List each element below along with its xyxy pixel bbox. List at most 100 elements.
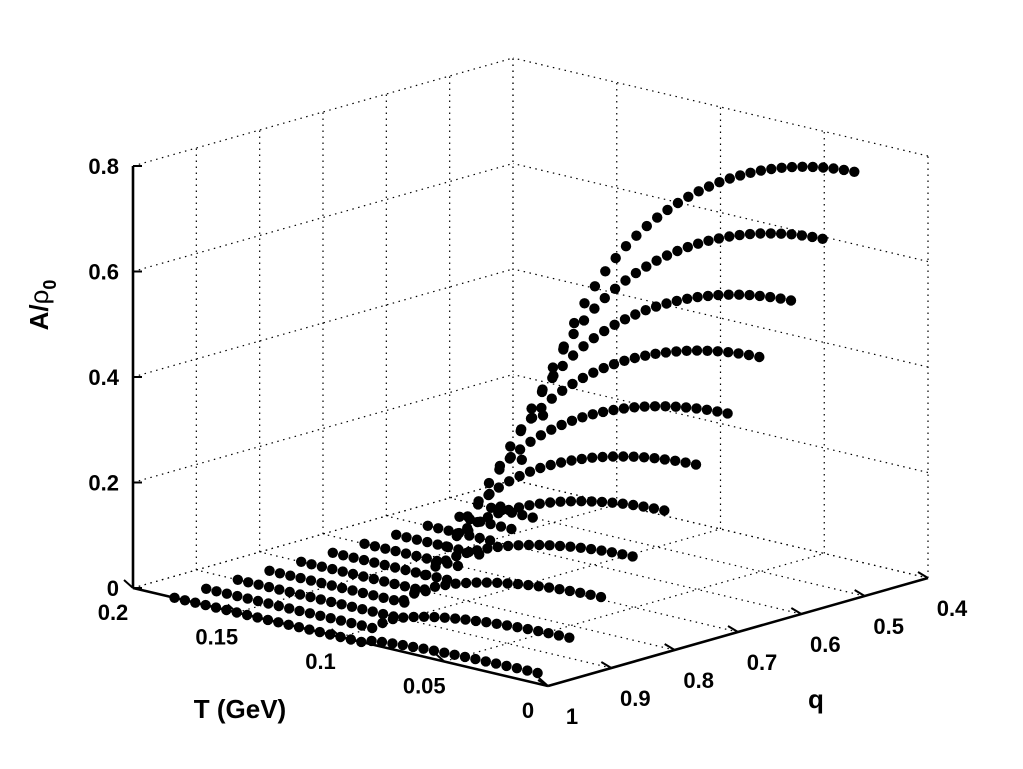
data-point: [722, 408, 733, 419]
data-point: [449, 649, 460, 660]
data-point: [564, 585, 575, 597]
data-point: [524, 466, 536, 477]
data-point: [367, 606, 378, 617]
data-point: [348, 552, 359, 563]
data-point: [409, 588, 420, 599]
data-point: [492, 577, 503, 588]
data-point: [397, 639, 408, 651]
data-point: [470, 615, 482, 627]
data-point: [755, 228, 766, 239]
data-point: [252, 595, 264, 607]
data-point: [575, 587, 586, 598]
data-point: [609, 283, 621, 294]
data-point: [306, 559, 317, 570]
data-point: [639, 401, 650, 412]
data-point: [514, 444, 526, 455]
data-point: [285, 570, 296, 581]
data-point: [828, 163, 839, 174]
data-point: [511, 663, 523, 674]
y-tick: [854, 589, 866, 597]
data-point: [754, 290, 765, 302]
data-point: [483, 477, 495, 489]
data-point: [587, 409, 598, 420]
data-point: [585, 543, 597, 555]
data-point: [671, 295, 682, 307]
data-point: [606, 547, 618, 558]
data-point: [410, 567, 421, 578]
wall-grid-line-z: [512, 268, 929, 368]
data-point: [578, 341, 589, 352]
data-point: [379, 559, 390, 571]
data-point: [543, 628, 554, 639]
data-point: [524, 500, 535, 511]
data-point: [304, 608, 316, 619]
data-point: [745, 167, 756, 178]
data-point: [618, 451, 629, 462]
data-point: [670, 401, 681, 412]
data-point: [369, 557, 380, 568]
data-point: [428, 645, 440, 656]
data-point: [418, 611, 430, 622]
data-point: [440, 579, 451, 591]
data-point: [682, 293, 693, 304]
data-point: [316, 577, 327, 589]
data-point: [652, 212, 663, 223]
data-point: [630, 267, 642, 279]
data-point: [536, 402, 547, 414]
data-point: [411, 550, 422, 562]
data-point: [589, 281, 601, 292]
data-point: [439, 647, 450, 658]
data-point: [471, 545, 483, 556]
data-point: [650, 348, 661, 359]
data-point: [535, 430, 547, 441]
data-point: [672, 197, 684, 209]
data-point: [567, 350, 579, 361]
data-point: [293, 622, 305, 633]
data-point: [369, 541, 381, 552]
data-point: [506, 523, 517, 535]
data-point: [481, 617, 492, 628]
y-tick: [600, 661, 612, 669]
data-point: [169, 592, 180, 603]
data-point: [723, 289, 734, 300]
data-point: [680, 457, 691, 468]
data-point: [526, 403, 537, 414]
y-tick: [537, 679, 549, 687]
data-point: [744, 289, 755, 301]
data-point: [567, 378, 578, 390]
data-point: [545, 497, 556, 508]
data-point: [472, 499, 484, 510]
data-point: [513, 540, 524, 551]
data-point: [598, 362, 609, 374]
data-point: [566, 415, 578, 426]
data-point: [713, 233, 725, 244]
data-point: [671, 346, 682, 357]
data-point: [483, 489, 494, 501]
data-point: [462, 511, 473, 522]
data-point: [545, 459, 556, 471]
x-tick-label: 0: [522, 698, 534, 723]
data-point: [338, 550, 349, 561]
data-point: [818, 162, 829, 173]
data-point: [743, 349, 755, 361]
data-point: [401, 532, 412, 543]
data-point: [596, 496, 608, 508]
data-point: [273, 617, 284, 628]
data-point: [190, 597, 201, 608]
data-point: [495, 521, 507, 532]
z-axis-label-rho: ρ: [24, 290, 54, 305]
data-point: [376, 636, 388, 648]
data-point: [263, 581, 275, 593]
data-point: [596, 545, 607, 556]
data-point: [659, 454, 670, 465]
data-point: [714, 177, 725, 188]
data-point: [649, 453, 660, 464]
data-point: [617, 498, 628, 509]
data-point: [534, 539, 545, 551]
data-point: [263, 598, 274, 609]
data-point: [357, 587, 369, 599]
data-point: [379, 576, 390, 587]
data-point: [619, 314, 631, 325]
data-point: [660, 347, 672, 358]
data-point: [326, 596, 337, 608]
